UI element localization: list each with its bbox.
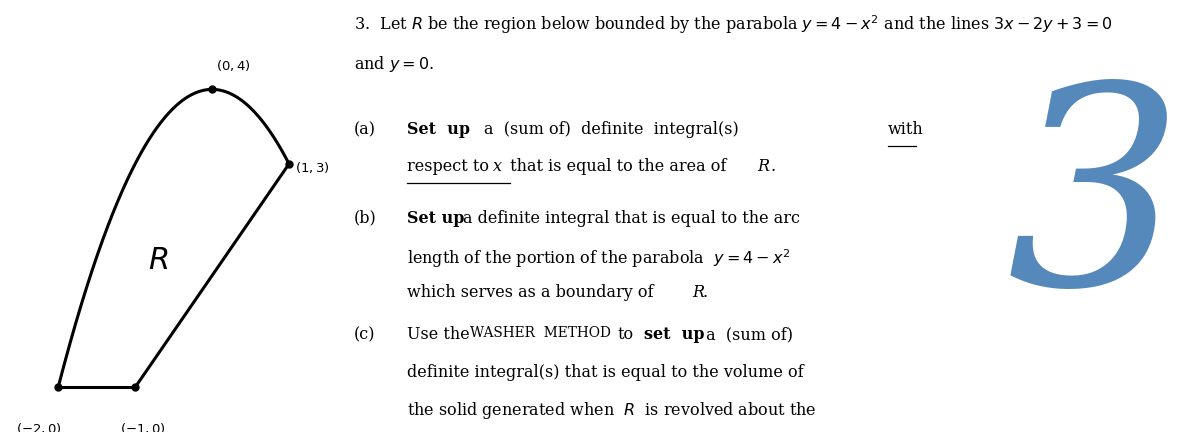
- Text: $(-1,0)$: $(-1,0)$: [120, 421, 166, 432]
- Text: 3: 3: [1007, 74, 1183, 343]
- Text: that is equal to the area of: that is equal to the area of: [505, 158, 732, 175]
- Text: Use the: Use the: [407, 326, 474, 343]
- Text: $R$: $R$: [148, 245, 168, 276]
- Text: and $y = 0$.: and $y = 0$.: [354, 54, 434, 74]
- Text: R: R: [757, 158, 769, 175]
- Text: with: with: [888, 121, 923, 138]
- Text: set  up: set up: [644, 326, 704, 343]
- Text: a  (sum of)  definite  integral(s): a (sum of) definite integral(s): [484, 121, 739, 138]
- Text: Set up: Set up: [407, 210, 464, 226]
- Text: (a): (a): [354, 121, 376, 138]
- Text: WASHER  METHOD: WASHER METHOD: [470, 326, 611, 340]
- Text: Set  up: Set up: [407, 121, 469, 138]
- Text: 3.  Let $R$ be the region below bounded by the parabola $y = 4 - x^2$ and the li: 3. Let $R$ be the region below bounded b…: [354, 13, 1112, 36]
- Text: $(-2,0)$: $(-2,0)$: [16, 421, 61, 432]
- Text: definite integral(s) that is equal to the volume of: definite integral(s) that is equal to th…: [407, 364, 803, 381]
- Text: x: x: [493, 158, 502, 175]
- Text: .: .: [770, 158, 775, 175]
- Text: (b): (b): [354, 210, 377, 226]
- Text: the solid generated when  $R$  is revolved about the: the solid generated when $R$ is revolved…: [407, 400, 816, 422]
- Text: R: R: [692, 284, 704, 301]
- Text: a  (sum of): a (sum of): [702, 326, 793, 343]
- Text: which serves as a boundary of: which serves as a boundary of: [407, 284, 659, 301]
- Text: respect to: respect to: [407, 158, 493, 175]
- Text: (c): (c): [354, 326, 376, 343]
- Text: to: to: [617, 326, 634, 343]
- Text: $(1,3)$: $(1,3)$: [295, 160, 330, 175]
- Text: a definite integral that is equal to the arc: a definite integral that is equal to the…: [463, 210, 800, 226]
- Text: .: .: [703, 284, 708, 301]
- Text: $(0,4)$: $(0,4)$: [216, 58, 251, 73]
- Text: length of the portion of the parabola  $y = 4 - x^2$: length of the portion of the parabola $y…: [407, 247, 791, 270]
